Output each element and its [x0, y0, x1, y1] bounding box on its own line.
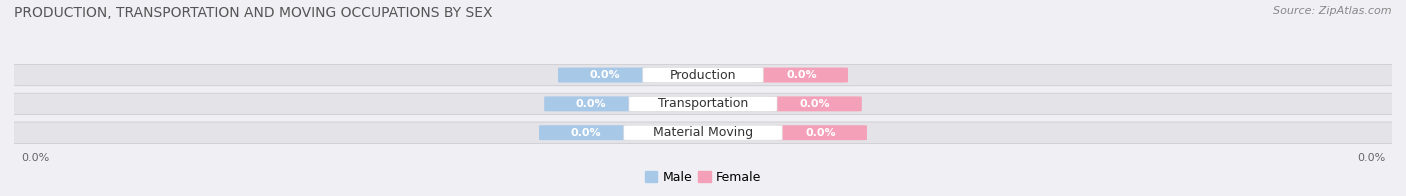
FancyBboxPatch shape [538, 125, 633, 140]
FancyBboxPatch shape [624, 125, 782, 140]
FancyBboxPatch shape [13, 64, 1393, 86]
Text: 0.0%: 0.0% [786, 70, 817, 80]
Text: 0.0%: 0.0% [1357, 153, 1385, 163]
FancyBboxPatch shape [628, 96, 778, 111]
Text: 0.0%: 0.0% [21, 153, 49, 163]
Text: 0.0%: 0.0% [589, 70, 620, 80]
FancyBboxPatch shape [544, 96, 637, 111]
Text: 0.0%: 0.0% [800, 99, 831, 109]
Text: Production: Production [669, 69, 737, 82]
FancyBboxPatch shape [558, 68, 651, 83]
Legend: Male, Female: Male, Female [645, 171, 761, 184]
Text: Transportation: Transportation [658, 97, 748, 110]
FancyBboxPatch shape [643, 68, 763, 83]
FancyBboxPatch shape [13, 122, 1393, 143]
FancyBboxPatch shape [773, 125, 868, 140]
Text: 0.0%: 0.0% [571, 128, 600, 138]
FancyBboxPatch shape [755, 68, 848, 83]
Text: PRODUCTION, TRANSPORTATION AND MOVING OCCUPATIONS BY SEX: PRODUCTION, TRANSPORTATION AND MOVING OC… [14, 6, 492, 20]
Text: 0.0%: 0.0% [575, 99, 606, 109]
FancyBboxPatch shape [13, 93, 1393, 115]
Text: Source: ZipAtlas.com: Source: ZipAtlas.com [1274, 6, 1392, 16]
Text: 0.0%: 0.0% [806, 128, 835, 138]
FancyBboxPatch shape [769, 96, 862, 111]
Text: Material Moving: Material Moving [652, 126, 754, 139]
